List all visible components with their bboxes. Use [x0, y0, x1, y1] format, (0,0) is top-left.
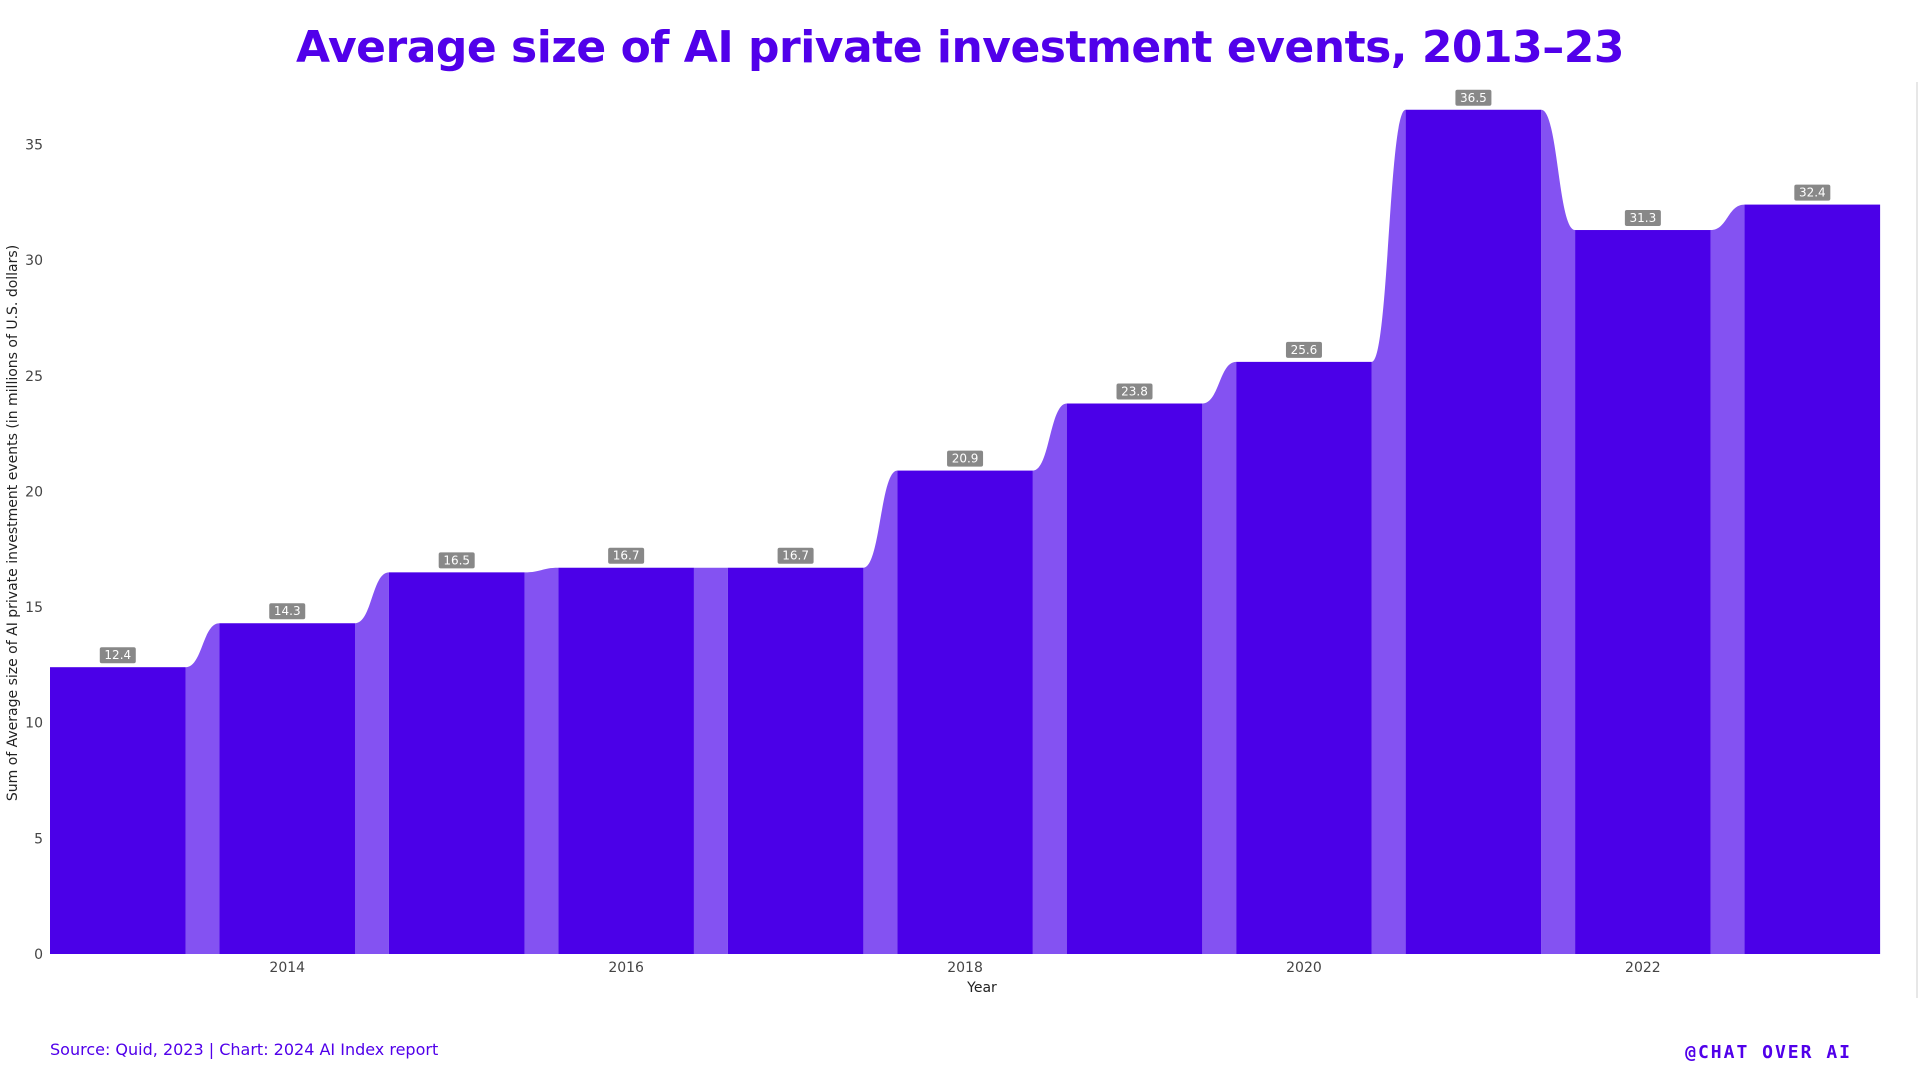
bar-2017 [727, 567, 864, 954]
data-label-2017: 16.7 [782, 549, 809, 563]
y-tick-0: 0 [34, 947, 43, 963]
connector-2020-2021 [1371, 109, 1406, 954]
data-label-2022: 31.3 [1630, 211, 1657, 225]
data-label-2019: 23.8 [1121, 385, 1148, 399]
source-note: Source: Quid, 2023 | Chart: 2024 AI Inde… [50, 1040, 439, 1059]
data-label-bg-2014 [269, 603, 306, 620]
connector-2017-2018 [863, 470, 898, 954]
connector-2013-2014 [185, 623, 220, 954]
data-label-bg-2023 [1794, 184, 1831, 201]
data-label-bg-2016 [608, 547, 645, 564]
bar-2022 [1575, 230, 1711, 954]
bar-2019 [1066, 403, 1203, 955]
y-tick-labels: 0 5 10 15 20 25 30 35 [25, 137, 43, 963]
connector-2022-2023 [1710, 204, 1745, 954]
x-tick-labels: 2014 2016 2018 2020 2022 [269, 960, 1660, 976]
y-tick-30: 30 [25, 253, 43, 269]
connector-2015-2016 [524, 567, 559, 954]
connector-2021-2022 [1541, 109, 1576, 954]
data-label-2021: 36.5 [1460, 91, 1487, 105]
data-label-2016: 16.7 [613, 549, 640, 563]
y-tick-10: 10 [25, 716, 43, 732]
data-label-bg-2017 [777, 547, 814, 564]
x-tick-2018: 2018 [947, 960, 983, 976]
data-label-bg-2021 [1455, 89, 1492, 106]
y-tick-5: 5 [34, 831, 43, 847]
bar-2021 [1405, 109, 1542, 954]
y-tick-20: 20 [25, 484, 43, 500]
chart-title: Average size of AI private investment ev… [295, 22, 1625, 73]
bar-layer [50, 109, 1881, 955]
bar-2023 [1744, 204, 1881, 954]
connector-2016-2017 [693, 567, 728, 954]
connector-2019-2020 [1202, 361, 1237, 954]
bar-2015 [388, 572, 525, 954]
x-tick-2022: 2022 [1625, 960, 1661, 976]
x-tick-2014: 2014 [269, 960, 305, 976]
data-label-2014: 14.3 [274, 604, 301, 618]
x-axis-label: Year [966, 980, 997, 996]
bar-2016 [558, 567, 694, 954]
data-label-bg-2019 [1116, 383, 1153, 400]
y-axis-label: Sum of Average size of AI private invest… [5, 245, 21, 801]
data-label-2015: 16.5 [443, 553, 470, 567]
data-label-layer: 12.4 14.3 16.5 16.7 16.7 20.9 23.8 25.6 36.5 31.3… [99, 89, 1831, 664]
bar-2020 [1236, 361, 1372, 954]
connector-layer [185, 109, 1745, 955]
connector-2014-2015 [355, 572, 389, 954]
data-label-bg-2018 [947, 450, 984, 467]
data-label-2023: 32.4 [1799, 186, 1826, 200]
data-label-bg-2013 [99, 647, 136, 664]
y-tick-15: 15 [25, 600, 43, 616]
data-label-bg-2022 [1624, 210, 1661, 227]
data-label-2020: 25.6 [1291, 343, 1318, 357]
data-label-2018: 20.9 [952, 452, 979, 466]
connector-2018-2019 [1032, 403, 1067, 955]
chart-area: 12.4 14.3 16.5 16.7 16.7 20.9 23.8 25.6 36.5 31.3… [5, 82, 1918, 998]
x-tick-2016: 2016 [608, 960, 644, 976]
bar-2018 [897, 470, 1033, 954]
brand-logo: @CHAT OVER AI [1685, 1042, 1852, 1063]
bar-2013 [50, 667, 186, 954]
data-label-bg-2015 [438, 552, 475, 569]
y-tick-25: 25 [25, 369, 43, 385]
y-tick-35: 35 [25, 137, 43, 153]
data-label-bg-2020 [1285, 341, 1322, 358]
bar-2014 [219, 623, 356, 954]
data-label-2013: 12.4 [104, 648, 131, 662]
x-tick-2020: 2020 [1286, 960, 1322, 976]
